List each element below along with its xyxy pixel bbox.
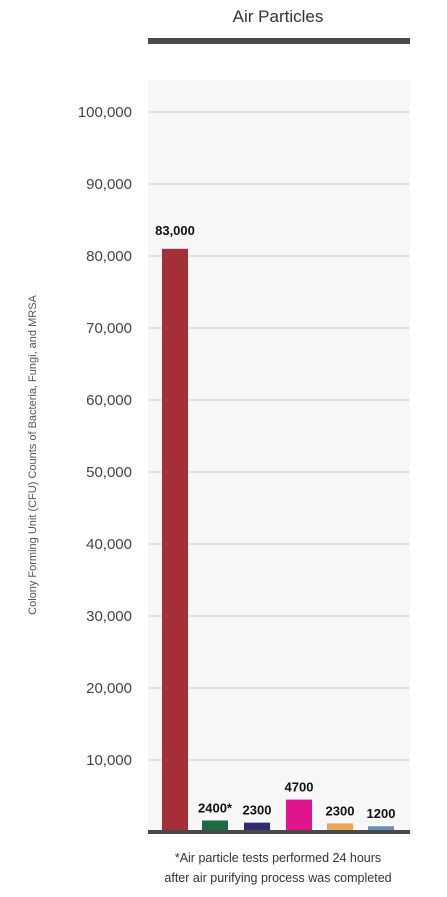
y-axis-label: Colony Forming Unit (CFU) Counts of Bact… [27,294,39,614]
y-tick-label: 80,000 [86,248,132,265]
x-axis-baseline [148,830,410,834]
bars [162,248,394,833]
y-tick-label: 30,000 [86,608,132,625]
y-tick-label: 10,000 [86,752,132,769]
y-tick-label: 40,000 [86,536,132,553]
bar [327,823,353,832]
y-tick-label: 90,000 [86,176,132,193]
chart-title-group: Air Particles [148,7,410,44]
title-rule [148,38,410,44]
bar [162,248,188,833]
bar [368,826,394,832]
data-labels: 83,000 2400* 2300 4700 2300 1200 [155,223,395,821]
y-tick-label: 100,000 [78,104,132,121]
gridlines [148,111,410,761]
y-tick-label: 50,000 [86,464,132,481]
chart-title: Air Particles [233,7,324,26]
y-tick-label: 60,000 [86,392,132,409]
y-tick-label: 20,000 [86,680,132,697]
footnote-line-1: *Air particle tests performed 24 hours [175,851,381,865]
data-label: 2300 [243,803,272,818]
y-tick-label: 70,000 [86,320,132,337]
data-label: 2400* [198,800,233,815]
bar [202,820,228,832]
bar [286,799,312,832]
plot-background [148,80,410,832]
data-label: 83,000 [155,223,195,238]
footnote-line-2: after air purifying process was complete… [164,871,391,885]
data-label: 2300 [326,803,355,818]
data-label: 1200 [367,806,396,821]
bar [244,822,270,832]
data-label: 4700 [285,780,314,795]
y-tick-labels: 10,000 20,000 30,000 40,000 50,000 60,000 70,0… [78,104,132,769]
